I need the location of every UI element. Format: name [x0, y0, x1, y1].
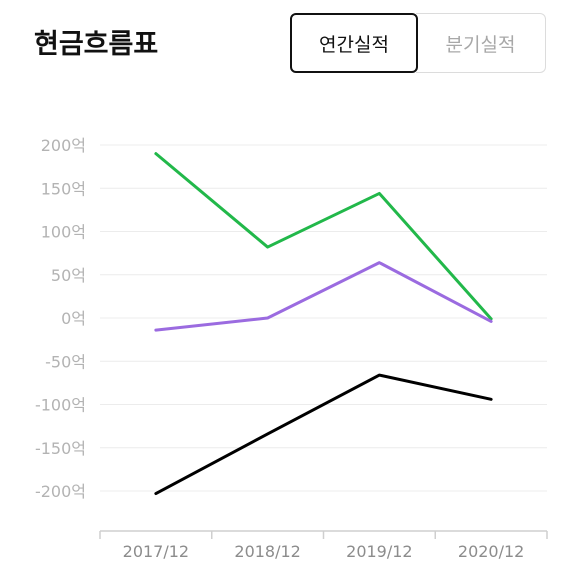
x-tick-label: 2017/12: [123, 542, 189, 561]
y-tick-label: 50억: [51, 266, 86, 285]
y-tick-label: 100억: [41, 223, 86, 242]
y-tick-label: -200억: [35, 482, 86, 501]
series-line-1: [154, 152, 493, 321]
y-tick-label: 200억: [41, 136, 86, 155]
series-line-3: [154, 373, 493, 496]
x-axis: [99, 530, 548, 539]
y-tick-label: -100억: [35, 396, 86, 415]
y-tick-label: -150억: [35, 439, 86, 458]
period-toggle: 연간실적 분기실적: [290, 13, 546, 73]
x-tick-labels: 2017/12 2018/12 2019/12 2020/12: [123, 542, 525, 561]
x-tick-label: 2019/12: [346, 542, 412, 561]
x-tick-label: 2018/12: [234, 542, 300, 561]
grid-lines: [100, 144, 547, 492]
y-tick-label: 150억: [41, 179, 86, 198]
tab-quarterly[interactable]: 분기실적: [416, 13, 546, 73]
page-title: 현금흐름표: [34, 29, 159, 60]
x-tick-label: 2020/12: [458, 542, 524, 561]
series-lines: [154, 152, 493, 496]
y-tick-label: 0억: [61, 309, 86, 328]
y-tick-label: -50억: [45, 352, 86, 371]
series-line-2: [154, 261, 493, 332]
y-tick-labels: 200억 150억 100억 50억 0억 -50억 -100억 -150억 -200억: [35, 136, 86, 501]
tab-annual[interactable]: 연간실적: [290, 13, 418, 73]
